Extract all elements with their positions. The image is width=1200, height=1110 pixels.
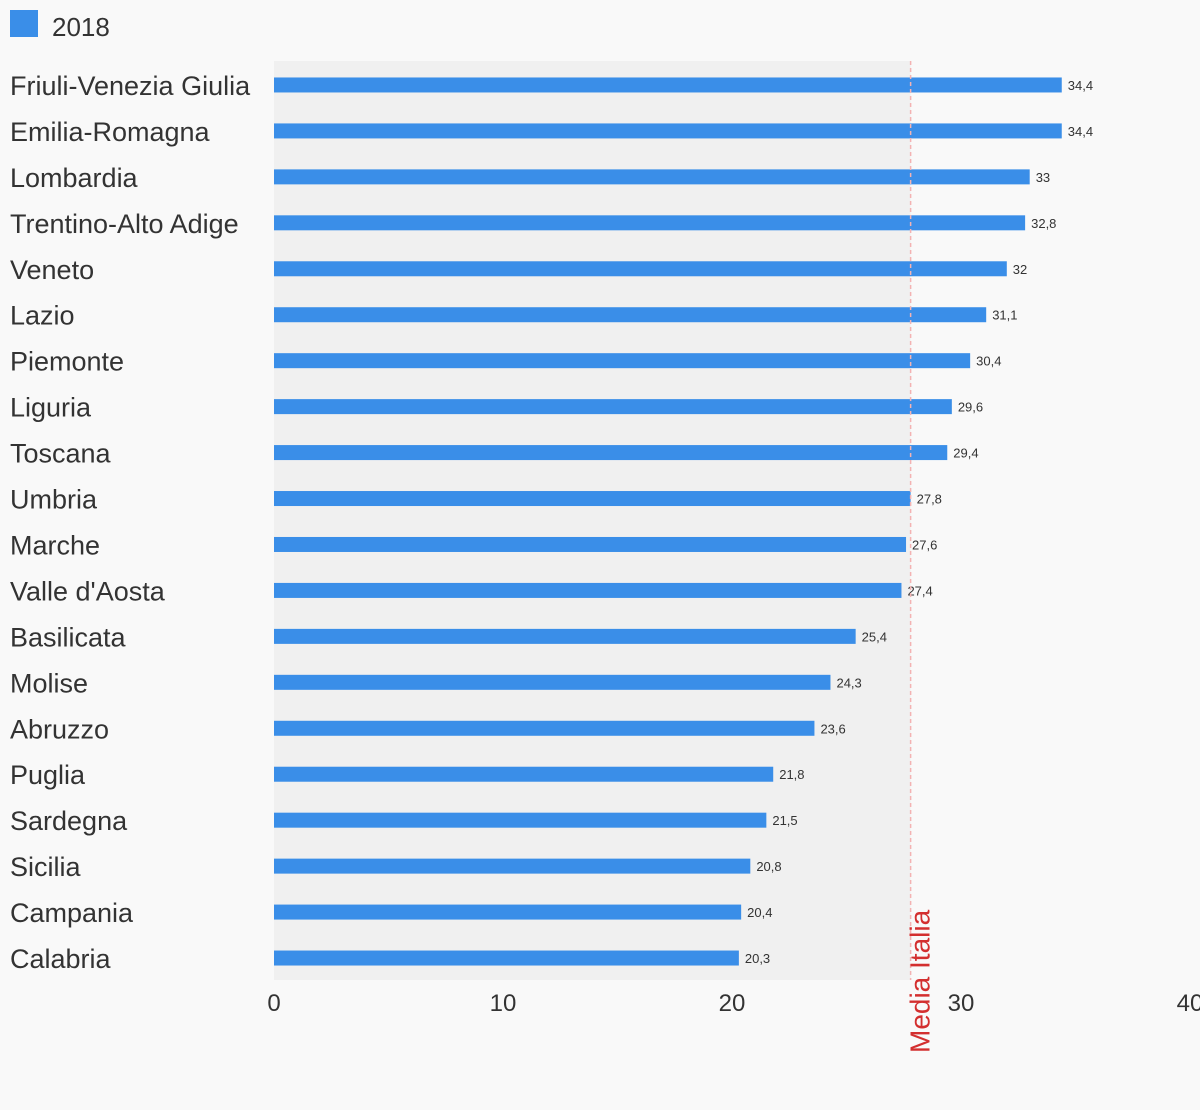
x-axis: 0 10 20 30 40: [267, 990, 1200, 1017]
value-label: 34,4: [1068, 78, 1093, 93]
value-label: 31,1: [992, 308, 1017, 323]
x-tick-label: 40: [1177, 990, 1200, 1017]
category-label: Molise: [10, 668, 88, 698]
bar: [274, 399, 952, 415]
bar: [274, 858, 751, 874]
value-label: 20,4: [747, 905, 772, 920]
value-label: 29,6: [958, 400, 983, 415]
bar: [274, 904, 742, 920]
value-label: 30,4: [976, 354, 1001, 369]
reference-line-label: Media Italia: [905, 909, 936, 1053]
category-label: Umbria: [10, 485, 98, 515]
bar: [274, 261, 1007, 277]
value-label: 25,4: [862, 629, 887, 644]
value-label: 32: [1013, 262, 1027, 277]
bar: [274, 950, 739, 966]
bar: [274, 169, 1030, 185]
category-label: Campania: [10, 898, 134, 928]
bar: [274, 353, 971, 369]
category-label: Emilia-Romagna: [10, 117, 211, 147]
reference-line-group: Media Italia: [905, 61, 936, 1053]
bar: [274, 215, 1026, 231]
value-label: 32,8: [1031, 216, 1056, 231]
category-label: Valle d'Aosta: [10, 576, 166, 606]
value-label: 27,6: [912, 537, 937, 552]
category-label: Calabria: [10, 944, 112, 974]
below-average-shade: [274, 61, 911, 980]
category-label: Lombardia: [10, 163, 139, 193]
bar: [274, 812, 767, 828]
x-tick-label: 0: [267, 990, 280, 1017]
x-tick-label: 20: [719, 990, 746, 1017]
category-label: Piemonte: [10, 347, 124, 377]
category-label: Liguria: [10, 393, 92, 423]
value-label: 34,4: [1068, 124, 1093, 139]
value-label: 27,8: [917, 492, 942, 507]
value-label: 24,3: [836, 675, 861, 690]
bar: [274, 720, 815, 736]
category-label: Trentino-Alto Adige: [10, 209, 239, 239]
value-label: 21,5: [772, 813, 797, 828]
value-label: 29,4: [953, 446, 978, 461]
x-tick-label: 10: [490, 990, 517, 1017]
bar: [274, 491, 911, 507]
value-label: 20,3: [745, 951, 770, 966]
bars-group: Friuli-Venezia Giulia 34,4 Emilia-Romagna 3…: [10, 71, 1093, 974]
category-label: Abruzzo: [10, 714, 109, 744]
legend: 2018: [10, 10, 110, 42]
value-label: 21,8: [779, 767, 804, 782]
bar: [274, 582, 902, 598]
bar: [274, 628, 856, 644]
bar: [274, 77, 1062, 93]
bar: [274, 307, 987, 323]
legend-swatch: [10, 10, 38, 37]
legend-label: 2018: [52, 12, 110, 42]
category-label: Basilicata: [10, 622, 127, 652]
value-label: 33: [1036, 170, 1050, 185]
category-label: Puglia: [10, 760, 86, 790]
category-label: Veneto: [10, 255, 94, 285]
category-label: Toscana: [10, 439, 112, 469]
bar: [274, 766, 774, 782]
bar: [274, 445, 948, 461]
category-label: Lazio: [10, 301, 75, 331]
category-label: Friuli-Venezia Giulia: [10, 71, 251, 101]
category-label: Sardegna: [10, 806, 128, 836]
value-label: 27,4: [907, 583, 932, 598]
category-label: Sicilia: [10, 852, 82, 882]
category-label: Marche: [10, 530, 100, 560]
bar: [274, 674, 831, 690]
bar: [274, 123, 1062, 139]
x-tick-label: 30: [948, 990, 975, 1017]
bar: [274, 536, 907, 552]
value-label: 20,8: [756, 859, 781, 874]
value-label: 23,6: [820, 721, 845, 736]
